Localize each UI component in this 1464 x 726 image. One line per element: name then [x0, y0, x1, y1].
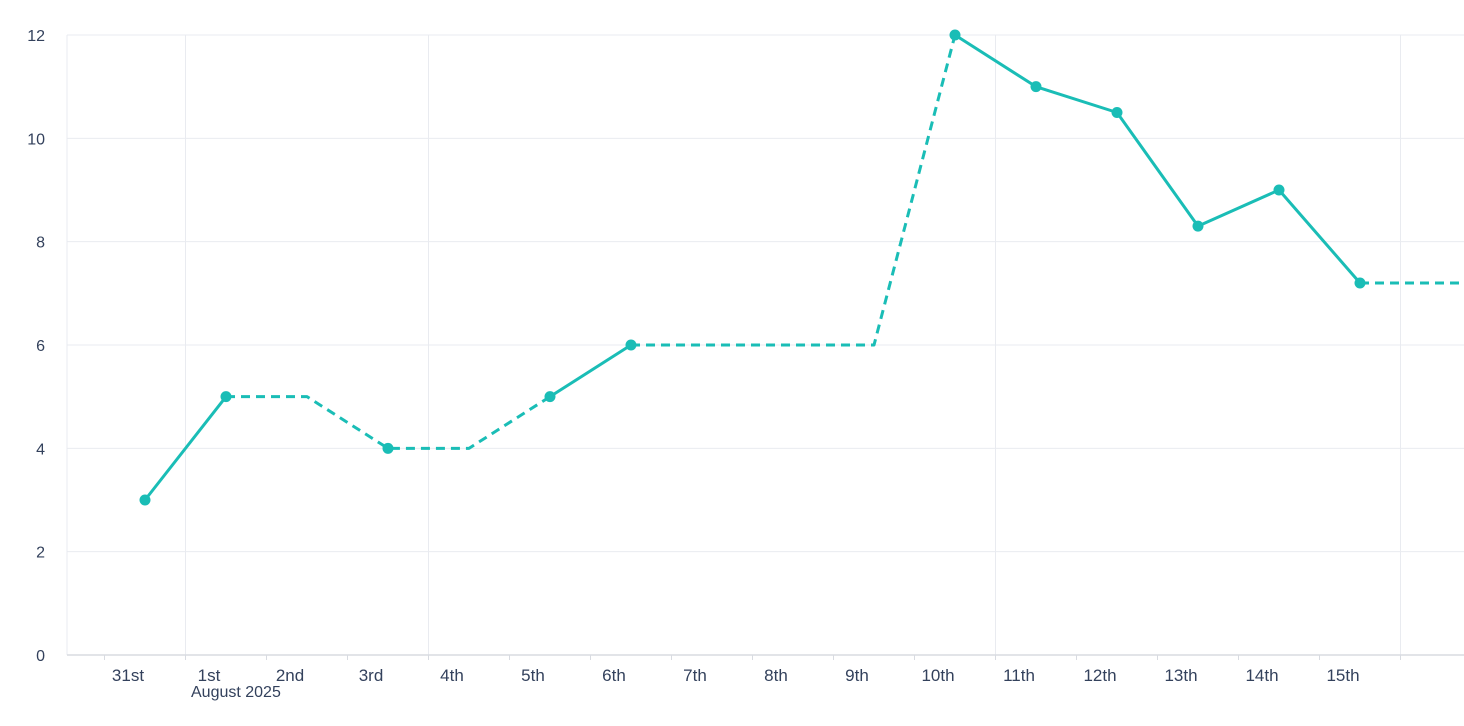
data-point-marker[interactable] [544, 391, 556, 403]
data-point-marker[interactable] [949, 29, 961, 41]
x-tick-label: 4th [440, 666, 464, 685]
data-point-marker[interactable] [139, 494, 151, 506]
line-segment-solid [143, 395, 228, 502]
data-point-marker[interactable] [1354, 277, 1366, 289]
data-point-marker[interactable] [382, 442, 394, 454]
x-tick-label: 14th [1245, 666, 1278, 685]
line-segment-solid [548, 343, 633, 399]
data-point-marker[interactable] [1273, 184, 1285, 196]
y-tick-label: 8 [36, 235, 45, 252]
line-segment-solid [953, 33, 1362, 285]
x-tick-label: 6th [602, 666, 626, 685]
line-segment-dashed [226, 395, 551, 450]
x-tick-label: 7th [683, 666, 707, 685]
x-tick-label: 31st [112, 666, 144, 685]
data-point-marker[interactable] [1030, 81, 1042, 93]
data-point-marker[interactable] [220, 391, 232, 403]
data-point-marker[interactable] [1111, 107, 1123, 118]
x-tick-label: 11th [1003, 666, 1035, 685]
y-tick-label: 12 [27, 28, 45, 45]
x-tick-label: 15th [1326, 666, 1359, 685]
x-tick-label: 13th [1164, 666, 1197, 685]
y-tick-label: 0 [36, 648, 45, 665]
y-tick-label: 4 [36, 441, 45, 458]
data-point-marker[interactable] [1192, 220, 1204, 232]
x-tick-label: 5th [521, 666, 545, 685]
x-tick-label: 10th [921, 666, 954, 685]
x-tick-label: 3rd [359, 666, 384, 685]
x-tick-label: 9th [845, 666, 869, 685]
data-point-marker[interactable] [625, 339, 637, 351]
line-segment-dashed [631, 34, 957, 347]
x-tick-label: 8th [764, 666, 788, 685]
x-tick-label: 2nd [276, 666, 304, 685]
x-tick-label: 1st [198, 666, 221, 685]
y-tick-label: 6 [36, 338, 45, 355]
y-tick-label: 2 [36, 545, 45, 562]
x-tick-label: 12th [1083, 666, 1116, 685]
x-axis-month-label: August 2025 [191, 684, 281, 701]
y-tick-label: 10 [27, 131, 45, 148]
